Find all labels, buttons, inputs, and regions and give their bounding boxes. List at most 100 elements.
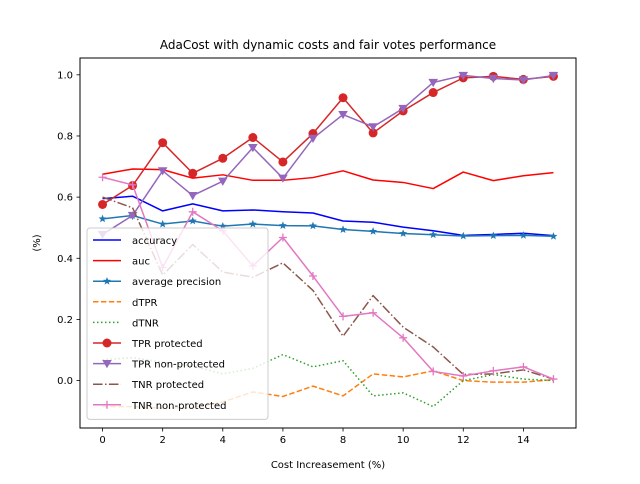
- data-point-average-precision: [248, 219, 257, 228]
- data-point-tnr-non-protected: [459, 372, 468, 381]
- legend-item-average-precision: average precision: [93, 277, 221, 288]
- data-point-tnr-non-protected: [278, 233, 287, 242]
- series-line-average-precision: [102, 214, 554, 238]
- series-line-dtnr: [102, 353, 554, 408]
- legend-box: [86, 227, 269, 420]
- data-point-tpr-non-protected: [488, 74, 499, 84]
- legend-label-tnr-protected: TNR protected: [131, 380, 204, 391]
- legend-label-auc: auc: [132, 257, 150, 268]
- data-point-tpr-protected: [278, 157, 288, 167]
- series-line-tnr-protected: [102, 196, 554, 380]
- data-point-tpr-non-protected: [368, 123, 378, 132]
- legend-label-average-precision: average precision: [132, 277, 221, 288]
- x-tick-label: 4: [220, 435, 226, 446]
- legend-marker-tpr-non-protected: [102, 360, 112, 369]
- legend-label-tpr-protected: TPR protected: [131, 339, 203, 350]
- data-point-tpr-non-protected: [157, 167, 168, 176]
- data-point-tnr-non-protected: [549, 375, 558, 384]
- x-tick-label: 0: [99, 435, 105, 446]
- legend-marker-tnr-non-protected: [103, 400, 111, 409]
- data-point-tnr-non-protected: [98, 173, 107, 182]
- series-line-auc: [102, 168, 554, 190]
- data-point-tpr-non-protected: [458, 71, 469, 81]
- x-tick-label: 6: [280, 435, 286, 446]
- data-point-average-precision: [218, 221, 227, 230]
- data-point-tnr-non-protected: [339, 312, 348, 321]
- data-point-tpr-non-protected: [338, 110, 348, 120]
- data-point-tpr-non-protected: [398, 104, 408, 114]
- data-point-average-precision: [489, 231, 498, 240]
- legend: accuracy auc average precision dTPR dTNR TPR …: [86, 227, 269, 420]
- legend-item-tnr-non-protected: TNR non-protected: [93, 401, 226, 412]
- data-point-tpr-non-protected: [217, 177, 228, 186]
- data-point-average-precision: [399, 229, 408, 237]
- data-point-average-precision: [308, 221, 317, 230]
- legend-marker-tpr-protected: [102, 338, 112, 348]
- chart-title: AdaCost with dynamic costs and fair vote…: [160, 38, 496, 52]
- data-point-tnr-non-protected: [128, 180, 137, 189]
- data-point-average-precision: [429, 230, 438, 239]
- legend-item-dtnr: dTNR: [93, 318, 159, 329]
- legend-marker-average-precision: [103, 277, 111, 285]
- data-point-tpr-protected: [98, 199, 108, 209]
- y-tick-label: 0.6: [57, 193, 73, 204]
- y-tick-label: 0.0: [57, 376, 73, 387]
- legend-item-tnr-protected: TNR protected: [93, 380, 204, 391]
- data-point-tnr-non-protected: [399, 333, 408, 342]
- y-tick-label: 0.4: [57, 254, 73, 265]
- x-axis: 0 2 4 6 8 10 12 14: [99, 428, 530, 446]
- x-tick-label: 8: [340, 435, 346, 446]
- legend-item-accuracy: accuracy: [93, 236, 177, 247]
- x-axis-label: Cost Increasement (%): [271, 460, 385, 471]
- legend-item-tpr-protected: TPR protected: [93, 338, 203, 350]
- series-auc: [102, 168, 554, 190]
- series-tnr-protected: [102, 196, 554, 380]
- series-dtnr: [102, 353, 554, 408]
- data-point-tnr-non-protected: [519, 362, 528, 371]
- data-point-tpr-non-protected: [428, 78, 439, 88]
- data-point-average-precision: [188, 216, 197, 225]
- data-point-tpr-non-protected: [308, 134, 318, 144]
- x-tick-label: 10: [397, 435, 410, 446]
- data-point-average-precision: [158, 219, 167, 228]
- data-point-average-precision: [98, 214, 107, 223]
- data-point-average-precision: [459, 231, 468, 240]
- data-point-average-precision: [549, 232, 558, 240]
- data-point-tpr-protected: [368, 128, 378, 138]
- data-point-tpr-non-protected: [248, 143, 258, 153]
- y-tick-label: 1.0: [57, 70, 73, 81]
- axes-frame: [79, 57, 577, 429]
- data-point-average-precision: [519, 231, 528, 239]
- legend-label-dtpr: dTPR: [132, 298, 157, 309]
- series-tpr-protected: [98, 71, 558, 209]
- x-tick-label: 14: [517, 435, 530, 446]
- legend-label-tpr-non-protected: TPR non-protected: [131, 360, 225, 371]
- series-line-accuracy: [102, 195, 554, 237]
- data-point-tpr-non-protected: [278, 174, 288, 183]
- legend-item-dtpr: dTPR: [93, 298, 157, 309]
- y-tick-label: 0.2: [57, 315, 73, 326]
- data-point-average-precision: [369, 227, 378, 235]
- series-line-tpr-non-protected: [102, 74, 554, 236]
- series-tpr-non-protected: [97, 71, 559, 240]
- x-tick-label: 12: [457, 435, 470, 446]
- y-axis-label: (%): [32, 234, 43, 251]
- data-point-tnr-non-protected: [188, 207, 197, 216]
- legend-item-auc: auc: [93, 257, 150, 268]
- legend-label-tnr-non-protected: TNR non-protected: [131, 401, 226, 412]
- data-point-tnr-non-protected: [308, 272, 317, 281]
- y-tick-label: 0.8: [57, 131, 73, 142]
- series-line-tpr-protected: [102, 75, 554, 206]
- x-tick-label: 2: [159, 435, 165, 446]
- data-point-tpr-protected: [188, 168, 198, 178]
- data-point-tnr-non-protected: [369, 308, 378, 317]
- data-point-tpr-protected: [158, 138, 168, 148]
- data-point-tpr-protected: [248, 133, 258, 143]
- legend-label-accuracy: accuracy: [132, 236, 177, 247]
- data-point-tpr-non-protected: [548, 71, 559, 81]
- series-average-precision: [98, 211, 558, 240]
- data-point-tnr-non-protected: [429, 367, 438, 376]
- data-point-tpr-protected: [338, 93, 348, 103]
- y-axis: 0.0 0.2 0.4 0.6 0.8 1.0: [57, 70, 80, 387]
- data-point-tpr-non-protected: [187, 192, 198, 201]
